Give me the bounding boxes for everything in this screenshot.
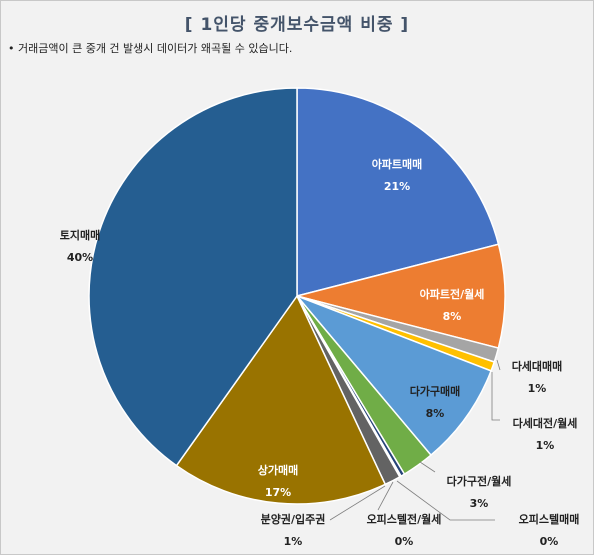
slice-category-label: 아파트매매 bbox=[372, 157, 423, 171]
leader-line bbox=[329, 485, 386, 521]
slice-percent-label: 8% bbox=[426, 407, 445, 420]
pie-slice bbox=[296, 243, 506, 349]
pie-slice bbox=[296, 87, 500, 297]
leader-line bbox=[396, 480, 495, 521]
slice-category-label: 아파트전/월세 bbox=[420, 287, 485, 301]
slice-category-label: 토지매매 bbox=[60, 228, 100, 242]
chart-title: [ 1인당 중개보수금액 비중 ] bbox=[184, 15, 410, 35]
slice-percent-label: 1% bbox=[528, 382, 547, 395]
pie-slice bbox=[88, 87, 298, 467]
slice-category-label: 오피스텔매매 bbox=[519, 512, 580, 526]
slice-percent-label: 21% bbox=[384, 180, 410, 193]
slice-percent-label: 0% bbox=[540, 535, 559, 548]
slice-category-label: 다가구전/월세 bbox=[447, 474, 512, 488]
leader-line bbox=[419, 461, 436, 473]
slice-percent-label: 8% bbox=[443, 310, 462, 323]
slice-category-label: 다세대전/월세 bbox=[513, 416, 578, 430]
slice-percent-label: 0% bbox=[395, 535, 414, 548]
slice-category-label: 분양권/입주권 bbox=[261, 512, 326, 526]
slice-percent-label: 1% bbox=[536, 439, 555, 452]
pie-slice bbox=[296, 295, 493, 457]
slice-percent-label: 3% bbox=[470, 497, 489, 510]
leader-line bbox=[496, 359, 501, 371]
slice-category-label: 상가매매 bbox=[258, 463, 298, 477]
leader-line bbox=[491, 372, 500, 421]
slice-category-label: 오피스텔전/월세 bbox=[367, 512, 442, 526]
slice-percent-label: 40% bbox=[67, 251, 93, 264]
slice-category-label: 다세대매매 bbox=[512, 359, 563, 373]
slice-percent-label: 1% bbox=[284, 535, 303, 548]
leader-line bbox=[377, 481, 394, 511]
slice-category-label: 다가구매매 bbox=[410, 384, 461, 398]
pie-slice bbox=[175, 294, 387, 505]
slice-percent-label: 17% bbox=[265, 486, 291, 499]
chart-note: • 거래금액이 큰 중개 건 발생시 데이터가 왜곡될 수 있습니다. bbox=[8, 42, 293, 55]
